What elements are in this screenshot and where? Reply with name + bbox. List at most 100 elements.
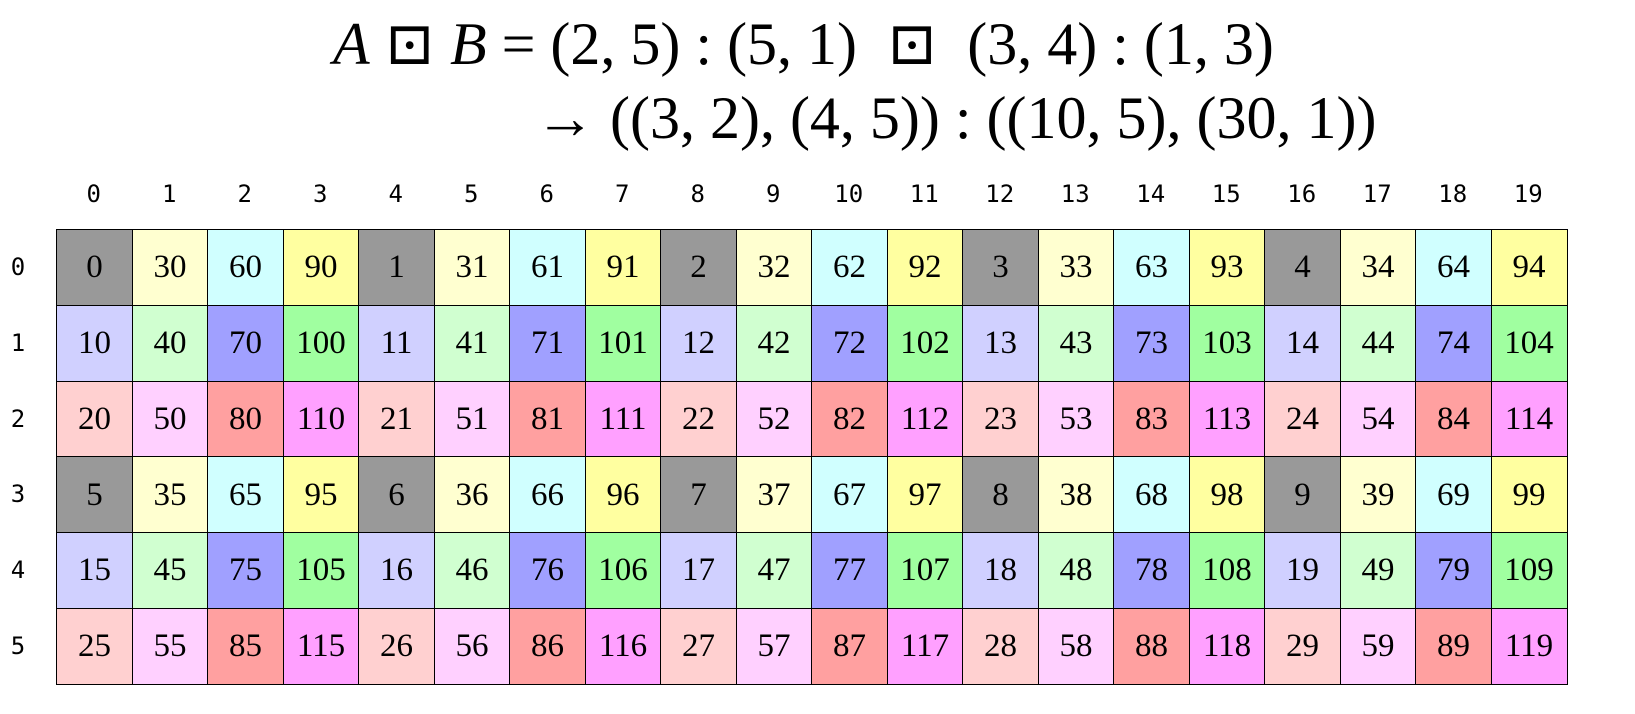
grid-cell: 15 xyxy=(56,532,133,610)
grid-cell: 106 xyxy=(584,532,662,610)
grid-cell: 5 xyxy=(56,456,133,534)
grid-cell: 6 xyxy=(358,456,435,534)
grid-cell: 28 xyxy=(962,608,1039,686)
grid-cell: 110 xyxy=(282,380,360,458)
grid-cell: 79 xyxy=(1415,532,1492,610)
grid-cell: 85 xyxy=(207,608,284,686)
grid-cell: 117 xyxy=(886,608,964,686)
grid-cell: 4 xyxy=(1264,229,1341,307)
grid-cell: 59 xyxy=(1339,608,1417,686)
formula-line-1: A ⊡ B = (2, 5) : (5, 1) ⊡ (3, 4) : (1, 3… xyxy=(333,14,1274,74)
grid-cell: 84 xyxy=(1415,380,1492,458)
grid-cell: 23 xyxy=(962,380,1039,458)
grid-cell: 35 xyxy=(131,456,209,534)
grid-cell: 36 xyxy=(433,456,511,534)
grid-cell: 37 xyxy=(735,456,813,534)
grid-cell: 90 xyxy=(282,229,360,307)
grid-cell: 78 xyxy=(1113,532,1190,610)
grid-cell: 48 xyxy=(1037,532,1115,610)
grid-cell: 25 xyxy=(56,608,133,686)
grid-cell: 81 xyxy=(509,380,586,458)
grid-cell: 119 xyxy=(1490,608,1568,686)
column-label: 12 xyxy=(985,180,1015,208)
grid-cell: 82 xyxy=(811,380,888,458)
column-label: 17 xyxy=(1362,180,1392,208)
grid-cell: 55 xyxy=(131,608,209,686)
grid-cell: 10 xyxy=(56,304,133,383)
grid-cell: 32 xyxy=(735,229,813,307)
column-label: 5 xyxy=(464,180,479,208)
row-label: 4 xyxy=(10,556,26,585)
formula-line-2: → ((3, 2), (4, 5)) : ((10, 5), (30, 1)) xyxy=(535,85,1377,151)
grid-cell: 39 xyxy=(1339,456,1417,534)
column-label: 15 xyxy=(1211,180,1241,208)
grid-cell: 75 xyxy=(207,532,284,610)
row-label: 2 xyxy=(10,404,26,433)
grid-cell: 89 xyxy=(1415,608,1492,686)
grid-cell: 71 xyxy=(509,304,586,383)
grid-cell: 102 xyxy=(886,304,964,383)
grid-cell: 72 xyxy=(811,304,888,383)
grid-cell: 118 xyxy=(1188,608,1266,686)
grid-cell: 104 xyxy=(1490,304,1568,383)
row-label: 1 xyxy=(10,328,26,357)
grid-cell: 101 xyxy=(584,304,662,383)
grid-cell: 40 xyxy=(131,304,209,383)
grid-cell: 91 xyxy=(584,229,662,307)
grid-cell: 67 xyxy=(811,456,888,534)
grid-cell: 65 xyxy=(207,456,284,534)
grid-cell: 45 xyxy=(131,532,209,610)
column-label: 11 xyxy=(909,180,939,208)
grid-cell: 57 xyxy=(735,608,813,686)
grid-cell: 60 xyxy=(207,229,284,307)
grid-cell: 97 xyxy=(886,456,964,534)
grid-cell: 38 xyxy=(1037,456,1115,534)
grid-cell: 70 xyxy=(207,304,284,383)
grid-cell: 74 xyxy=(1415,304,1492,383)
grid-cell: 2 xyxy=(660,229,737,307)
grid-cell: 27 xyxy=(660,608,737,686)
grid-cell: 62 xyxy=(811,229,888,307)
grid-cell: 0 xyxy=(56,229,133,307)
grid-cell: 83 xyxy=(1113,380,1190,458)
grid-cell: 18 xyxy=(962,532,1039,610)
grid-cell: 58 xyxy=(1037,608,1115,686)
grid-cell: 26 xyxy=(358,608,435,686)
grid-cell: 30 xyxy=(131,229,209,307)
grid-cell: 64 xyxy=(1415,229,1492,307)
grid-cell: 116 xyxy=(584,608,662,686)
row-label: 5 xyxy=(10,631,26,660)
grid-cell: 50 xyxy=(131,380,209,458)
grid-cell: 114 xyxy=(1490,380,1568,458)
grid-cell: 11 xyxy=(358,304,435,383)
grid-cell: 100 xyxy=(282,304,360,383)
column-label: 16 xyxy=(1287,180,1317,208)
grid-cell: 87 xyxy=(811,608,888,686)
grid-cell: 54 xyxy=(1339,380,1417,458)
column-label: 3 xyxy=(313,180,328,208)
grid-cell: 51 xyxy=(433,380,511,458)
grid-cell: 66 xyxy=(509,456,586,534)
grid-cell: 3 xyxy=(962,229,1039,307)
grid-cell: 77 xyxy=(811,532,888,610)
grid-cell: 98 xyxy=(1188,456,1266,534)
grid-cell: 49 xyxy=(1339,532,1417,610)
grid-cell: 52 xyxy=(735,380,813,458)
grid-cell: 115 xyxy=(282,608,360,686)
grid-cell: 112 xyxy=(886,380,964,458)
grid-cell: 24 xyxy=(1264,380,1341,458)
grid-cell: 108 xyxy=(1188,532,1266,610)
grid-cell: 63 xyxy=(1113,229,1190,307)
grid-cell: 88 xyxy=(1113,608,1190,686)
grid-cell: 109 xyxy=(1490,532,1568,610)
grid-cell: 17 xyxy=(660,532,737,610)
column-label: 8 xyxy=(690,180,705,208)
column-label: 18 xyxy=(1438,180,1468,208)
grid-cell: 46 xyxy=(433,532,511,610)
grid-cell: 93 xyxy=(1188,229,1266,307)
grid-cell: 33 xyxy=(1037,229,1115,307)
grid-cell: 96 xyxy=(584,456,662,534)
grid-cell: 20 xyxy=(56,380,133,458)
grid-cell: 69 xyxy=(1415,456,1492,534)
grid-cell: 73 xyxy=(1113,304,1190,383)
